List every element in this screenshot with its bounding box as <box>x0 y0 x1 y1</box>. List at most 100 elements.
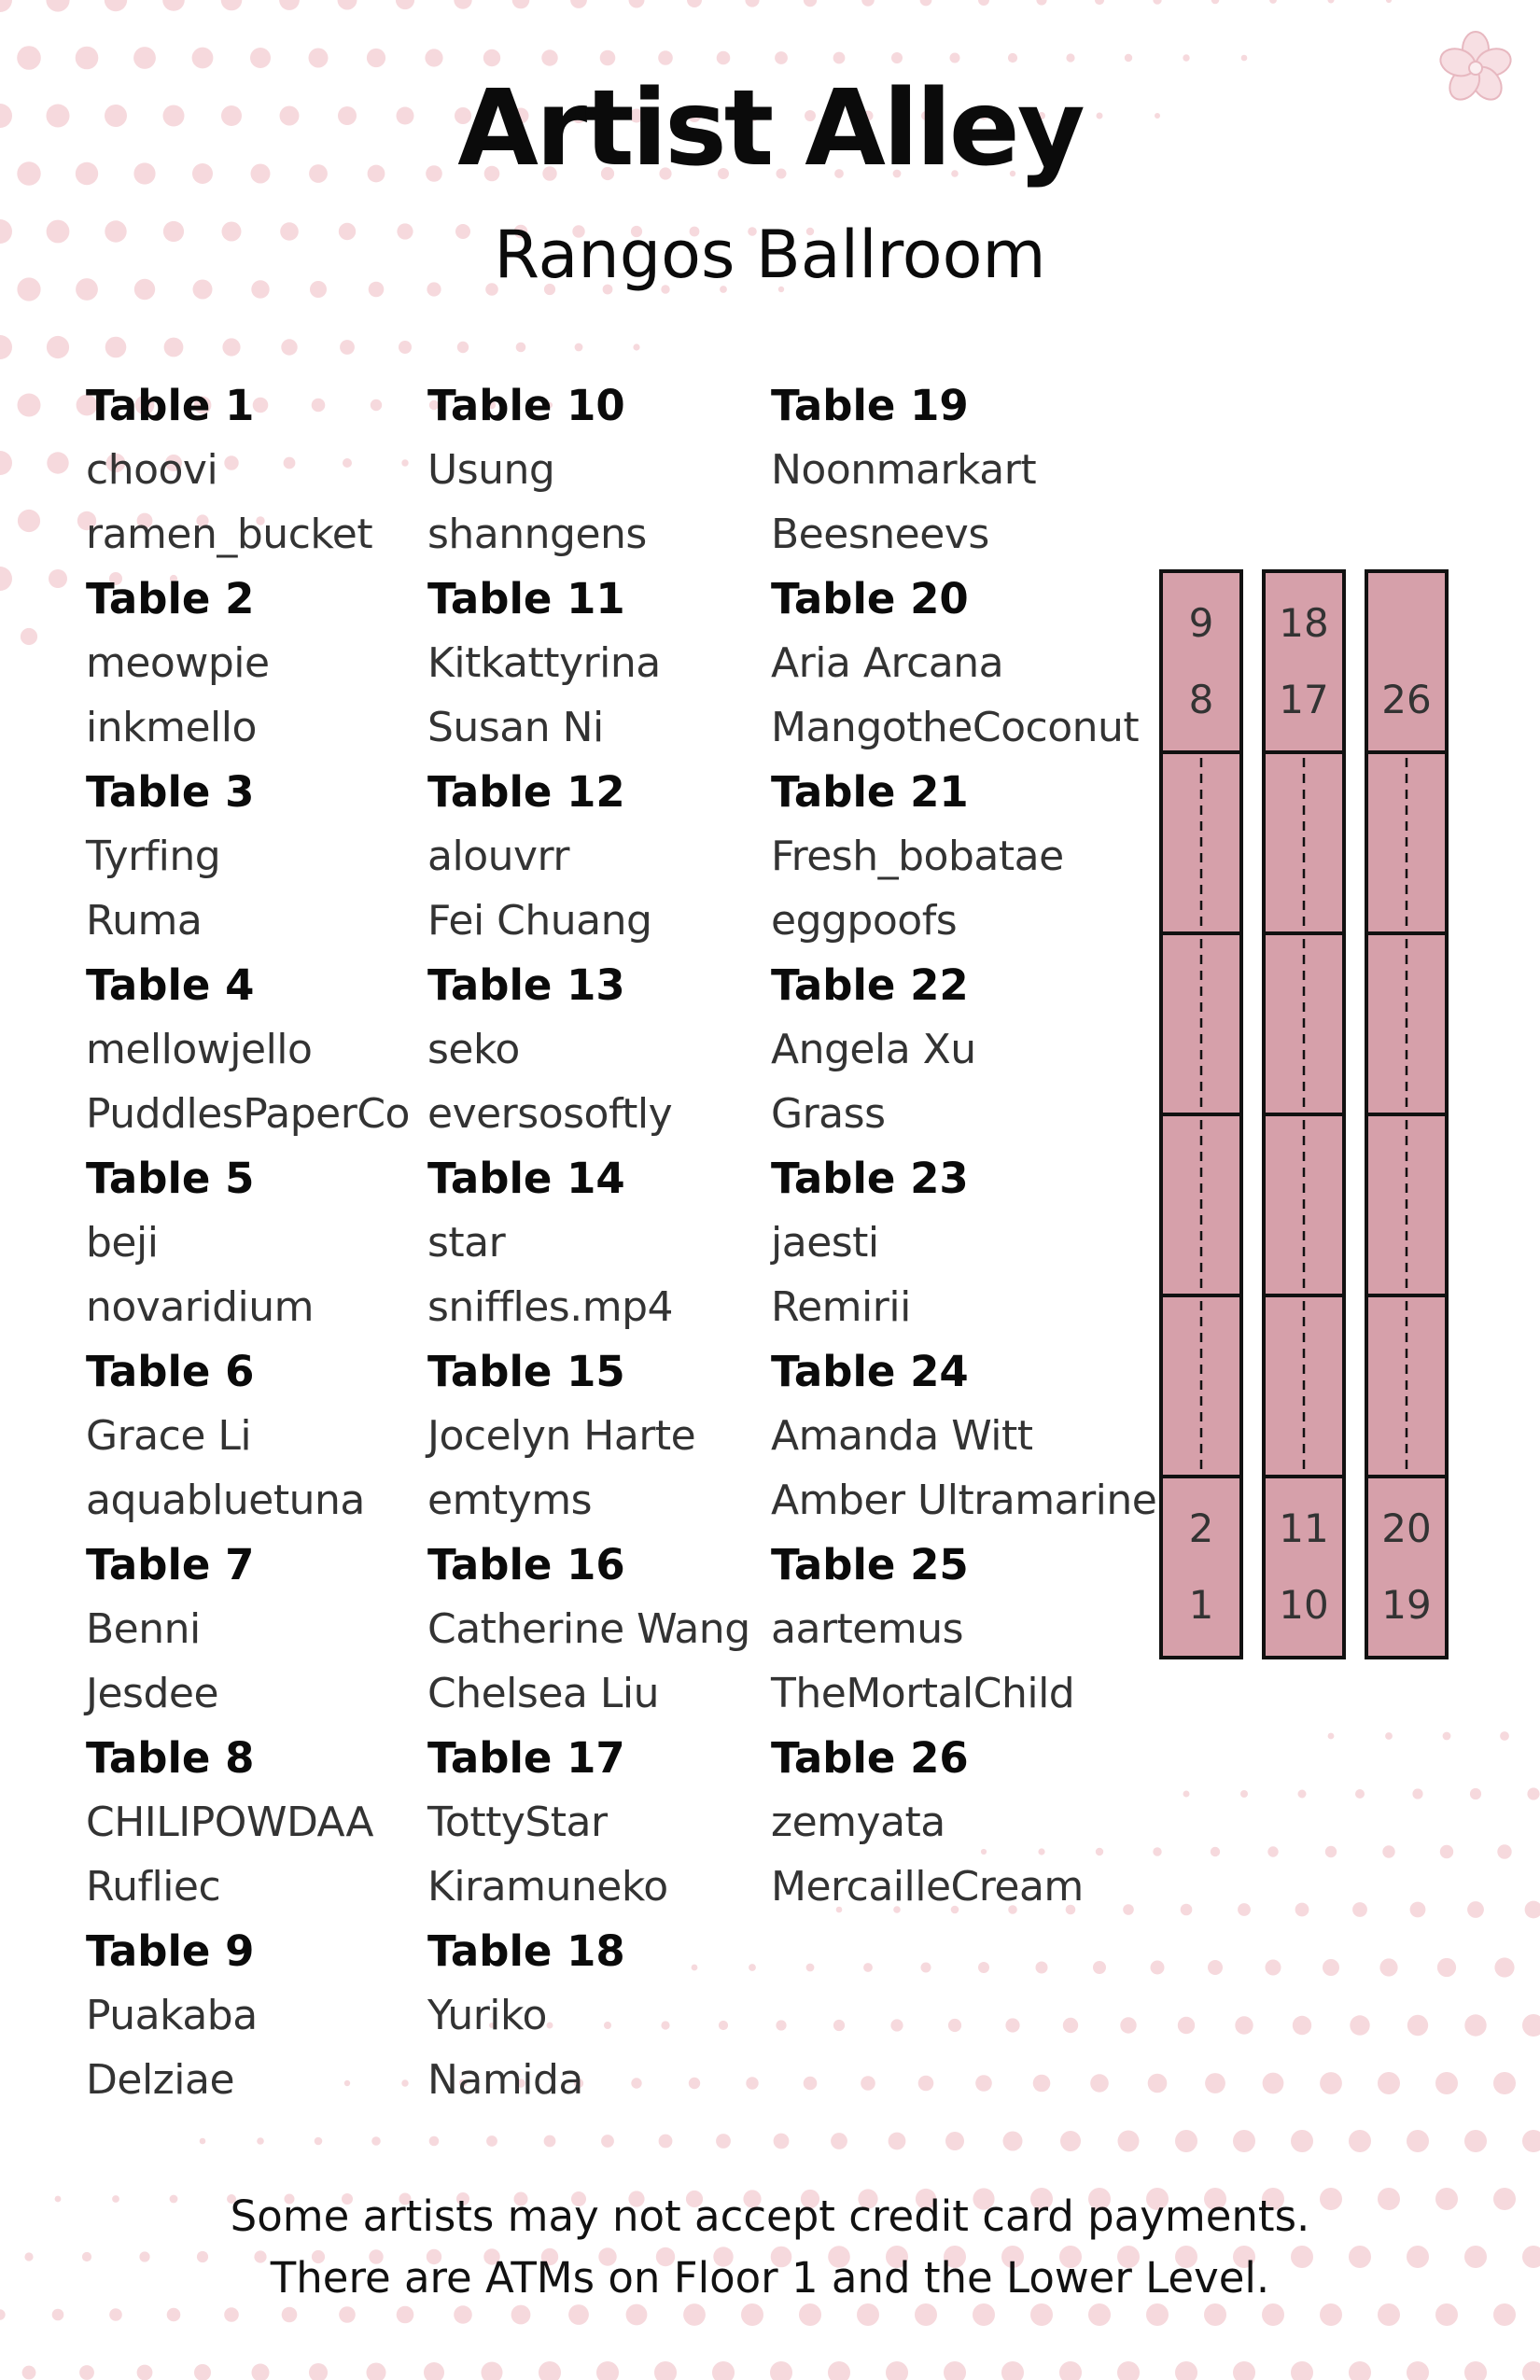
decorative-dot <box>1464 2014 1487 2037</box>
decorative-dot <box>1522 2246 1540 2268</box>
decorative-dot <box>257 2137 264 2145</box>
decorative-dot <box>546 401 553 409</box>
decorative-dot <box>799 2303 821 2326</box>
decorative-dot <box>1235 2016 1253 2035</box>
decorative-dot <box>749 1964 756 1971</box>
decorative-dot <box>888 2132 906 2150</box>
decorative-dot <box>1350 2015 1370 2036</box>
decorative-dot <box>1205 2073 1225 2093</box>
decorative-dot <box>1183 54 1190 62</box>
decorative-dot <box>162 0 185 11</box>
decorative-dot <box>281 339 298 356</box>
decorative-dot <box>1066 53 1075 63</box>
decorative-dot <box>401 2079 409 2087</box>
decorative-dot <box>1175 2246 1197 2268</box>
artist-name: Jocelyn Harte <box>427 1412 696 1460</box>
page-subtitle: Rangos Ballroom <box>494 217 1046 293</box>
decorative-dot <box>1240 54 1248 62</box>
decorative-dot <box>573 2078 584 2089</box>
decorative-dot <box>596 2361 619 2380</box>
page-title: Artist Alley <box>457 68 1085 189</box>
decorative-dot <box>773 2133 790 2149</box>
decorative-dot <box>803 0 818 7</box>
decorative-dot <box>1324 1845 1337 1858</box>
artist-name: ramen_bucket <box>86 511 373 558</box>
decorative-dot <box>1323 1959 1339 1976</box>
table-number-marker: 26 <box>1381 677 1431 722</box>
decorative-dot <box>1349 2361 1371 2380</box>
decorative-dot <box>487 400 497 410</box>
decorative-dot <box>1009 170 1016 177</box>
decorative-dot <box>1327 0 1335 4</box>
artist-name: Kitkattyrina <box>427 639 661 687</box>
decorative-dot <box>546 2022 553 2029</box>
table-entry: Table 15 Jocelyn Harte emtyms <box>427 1339 750 1533</box>
artist-name: zemyata <box>771 1799 945 1846</box>
decorative-dot <box>1320 2072 1342 2094</box>
decorative-dot <box>1378 2303 1400 2326</box>
decorative-dot <box>978 0 989 6</box>
table-number-label: Table 15 <box>427 1347 625 1396</box>
decorative-dot <box>950 1905 959 1914</box>
decorative-dot <box>891 52 903 63</box>
decorative-dot <box>1035 1961 1048 1974</box>
decorative-dot <box>858 2189 878 2209</box>
decorative-dot <box>339 2306 356 2323</box>
decorative-dot <box>628 2191 645 2207</box>
artist-name: TheMortalChild <box>771 1670 1075 1717</box>
artist-name: choovi <box>86 446 218 494</box>
decorative-dot <box>975 2075 992 2092</box>
table-number-label: Table 6 <box>86 1347 255 1396</box>
table-entry: Table 8 CHILIPOWDAA Rufliec <box>86 1726 410 1919</box>
table-number-label: Table 13 <box>427 960 625 1010</box>
artist-name: Namida <box>427 2056 583 2104</box>
decorative-dot <box>1233 2361 1255 2380</box>
table-number-marker: 2 <box>1189 1505 1214 1551</box>
decorative-dot <box>1527 1787 1540 1800</box>
decorative-dot <box>915 2303 937 2326</box>
table-row-strip: 26 20 19 <box>1365 569 1449 1659</box>
artist-name: Jesdee <box>86 1670 219 1717</box>
decorative-dot <box>857 2303 879 2326</box>
table-list-column-3: Table 19 Noonmarkart Beesneevs Table 20 Aria… <box>771 373 1157 1919</box>
table-number-marker: 10 <box>1279 1582 1328 1628</box>
decorative-dot <box>775 51 788 64</box>
decorative-dot <box>973 2188 995 2210</box>
decorative-dot <box>220 0 243 11</box>
artist-name: Angela Xu <box>771 1026 976 1073</box>
table-entry: Table 26 zemyata MercailleCream <box>771 1726 1156 1919</box>
table-entry: Table 20 Aria Arcana MangotheCoconut <box>771 567 1156 760</box>
artist-name: MercailleCream <box>771 1863 1084 1911</box>
artist-name: TottyStar <box>427 1799 608 1846</box>
decorative-dot <box>1494 1957 1515 1978</box>
decorative-dot <box>1175 2361 1197 2380</box>
decorative-dot <box>746 109 759 122</box>
table-number-label: Table 11 <box>427 574 625 623</box>
decorative-dot <box>602 284 613 295</box>
decorative-dot <box>340 340 355 355</box>
artist-name: Amanda Witt <box>771 1412 1033 1460</box>
decorative-dot <box>776 168 787 179</box>
decorative-dot <box>0 0 12 12</box>
decorative-dot <box>1379 1958 1398 1977</box>
artist-name: Fei Chuang <box>427 897 652 945</box>
decorative-dot <box>599 49 616 66</box>
artist-name: Grace Li <box>86 1412 252 1460</box>
table-entry: Table 6 Grace Li aquabluetuna <box>86 1339 410 1533</box>
decorative-dot <box>978 1962 989 1973</box>
table-entry: Table 17 TottyStar Kiramuneko <box>427 1726 750 1919</box>
artist-name: CHILIPOWDAA <box>86 1799 373 1846</box>
decorative-dot <box>1522 2361 1540 2380</box>
decorative-dot <box>250 48 271 68</box>
decorative-dot <box>1210 1846 1221 1857</box>
decorative-dot <box>105 336 127 358</box>
table-entry: Table 21 Fresh_bobatae eggpoofs <box>771 760 1156 953</box>
decorative-dot <box>688 2077 701 2090</box>
decorative-dot <box>630 225 643 238</box>
decorative-dot <box>165 455 182 471</box>
table-number-label: Table 19 <box>771 381 969 430</box>
decorative-dot <box>1407 2130 1429 2152</box>
decorative-dot <box>489 2023 495 2028</box>
decorative-dot <box>746 2077 759 2090</box>
decorative-dot <box>458 2079 468 2088</box>
